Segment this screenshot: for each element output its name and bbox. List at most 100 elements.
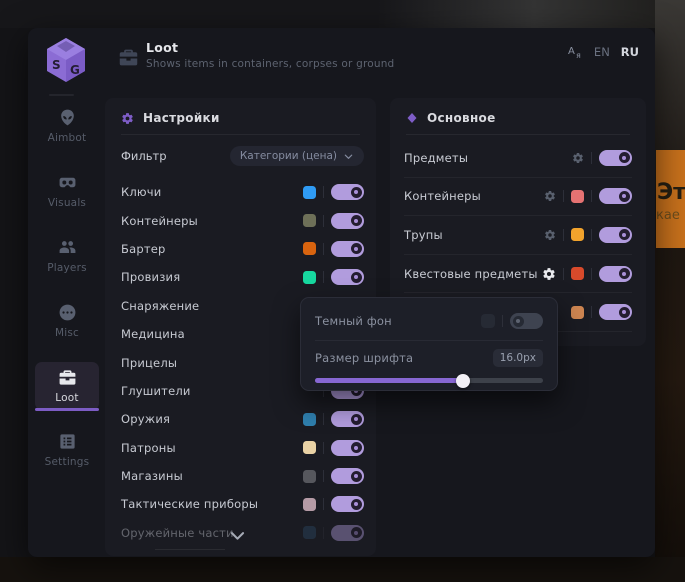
filter-item-label: Ключи — [121, 185, 162, 200]
divider — [323, 271, 324, 284]
font-size-value: 16.0px — [492, 349, 543, 367]
sg-cube-logo: S G — [44, 36, 88, 88]
toggle-switch[interactable] — [599, 304, 632, 321]
filter-item-label: Бартер — [121, 241, 166, 256]
filters-panel-header: Настройки — [105, 98, 376, 134]
toggle-switch[interactable] — [331, 496, 364, 513]
filter-item-label: Тактические приборы — [121, 497, 259, 512]
banner-text-2: кае — [656, 208, 680, 223]
filter-item-row: Оружия — [121, 405, 364, 433]
gear-icon[interactable] — [544, 190, 556, 202]
color-swatch[interactable] — [571, 189, 584, 203]
sidebar-divider — [49, 94, 74, 96]
sidebar-item-label: Misc — [54, 327, 80, 339]
color-swatch[interactable] — [303, 242, 316, 256]
filter-item-row: Бартер — [121, 235, 364, 263]
lang-ru-button[interactable]: RU — [620, 44, 639, 59]
toggle-switch[interactable] — [599, 149, 632, 166]
main-item-row: Предметы — [404, 139, 632, 178]
divider — [563, 190, 564, 203]
background-banner: Эт кае — [656, 150, 685, 248]
chevron-down-icon — [343, 151, 354, 162]
color-swatch[interactable] — [303, 270, 316, 284]
toggle-switch[interactable] — [331, 212, 364, 229]
toggle-switch[interactable] — [331, 269, 364, 286]
sidebar-item-misc[interactable]: Misc — [28, 303, 106, 339]
filter-item-label: Прицелы — [121, 355, 178, 370]
toggle-switch[interactable] — [331, 240, 364, 257]
lang-en-button[interactable]: EN — [593, 44, 610, 59]
filter-item-label: Магазины — [121, 469, 183, 484]
sidebar-item-label: Settings — [44, 456, 90, 468]
color-swatch[interactable] — [303, 526, 316, 540]
slider-fill — [315, 373, 471, 388]
toggle-switch[interactable] — [331, 411, 364, 428]
page-subtitle: Shows items in containers, corpses or gr… — [146, 58, 395, 70]
scroll-down-hint[interactable] — [228, 526, 247, 549]
main-item-row: Трупы — [404, 216, 632, 255]
filter-item-label: Глушители — [121, 383, 191, 398]
sidebar-item-visuals[interactable]: Visuals — [28, 173, 106, 209]
main-item-label: Контейнеры — [404, 189, 481, 204]
svg-text:S: S — [52, 58, 61, 72]
toggle-switch[interactable] — [331, 524, 364, 541]
sidebar-item-label: Players — [47, 262, 87, 274]
gear-icon[interactable] — [544, 229, 556, 241]
sidebar-item-aimbot[interactable]: Aimbot — [28, 108, 106, 144]
sidebar-item-players[interactable]: Players — [28, 238, 106, 274]
ellipsis-circle-icon — [58, 303, 77, 322]
settings-popup: Темный фон Размер шрифта 16.0px — [300, 297, 558, 391]
sidebar-item-settings[interactable]: Settings — [28, 432, 106, 468]
color-swatch[interactable] — [481, 314, 495, 328]
toggle-switch[interactable] — [331, 468, 364, 485]
sidebar-item-label: Aimbot — [47, 132, 87, 144]
alien-icon — [58, 108, 77, 127]
bottom-divider — [155, 549, 225, 550]
color-swatch[interactable] — [303, 469, 316, 483]
main-panel-header: Основное — [390, 98, 646, 134]
divider — [323, 470, 324, 483]
players-icon — [58, 238, 77, 257]
banner-text-1: Эт — [657, 180, 685, 205]
sidebar-item-loot[interactable]: Loot — [35, 362, 99, 411]
filter-dropdown[interactable]: Категории (цена) — [229, 146, 364, 166]
logo-icon: S G — [47, 38, 85, 82]
filter-item-row: Магазины — [121, 462, 364, 490]
filter-item-row: Патроны — [121, 434, 364, 462]
color-swatch[interactable] — [571, 267, 584, 281]
divider — [591, 151, 592, 164]
filter-item-label: Медицина — [121, 327, 185, 342]
font-size-slider[interactable] — [315, 373, 543, 388]
divider — [591, 228, 592, 241]
desktop-background-top — [0, 0, 685, 28]
divider — [502, 315, 503, 327]
divider — [591, 190, 592, 203]
toggle-switch[interactable] — [331, 184, 364, 201]
toggle-switch[interactable] — [510, 313, 543, 329]
main-item-row: Контейнеры — [404, 178, 632, 217]
divider — [323, 441, 324, 454]
gear-icon — [121, 112, 134, 125]
color-swatch[interactable] — [303, 441, 316, 455]
desktop-background-bottom — [0, 557, 685, 582]
toggle-switch[interactable] — [599, 226, 632, 243]
color-swatch[interactable] — [303, 185, 316, 199]
color-swatch[interactable] — [571, 305, 584, 319]
gear-icon[interactable] — [572, 152, 584, 164]
filters-panel-title: Настройки — [143, 111, 220, 125]
color-swatch[interactable] — [303, 497, 316, 511]
divider — [315, 340, 543, 341]
slider-knob[interactable] — [456, 373, 471, 388]
color-swatch[interactable] — [303, 412, 316, 426]
divider — [563, 228, 564, 241]
color-swatch[interactable] — [303, 214, 316, 228]
gear-icon[interactable] — [542, 267, 556, 281]
toggle-switch[interactable] — [599, 188, 632, 205]
color-swatch[interactable] — [571, 228, 584, 242]
toggle-switch[interactable] — [331, 439, 364, 456]
toggle-switch[interactable] — [599, 265, 632, 282]
dark-bg-row: Темный фон — [315, 302, 543, 340]
briefcase-icon — [58, 368, 77, 387]
